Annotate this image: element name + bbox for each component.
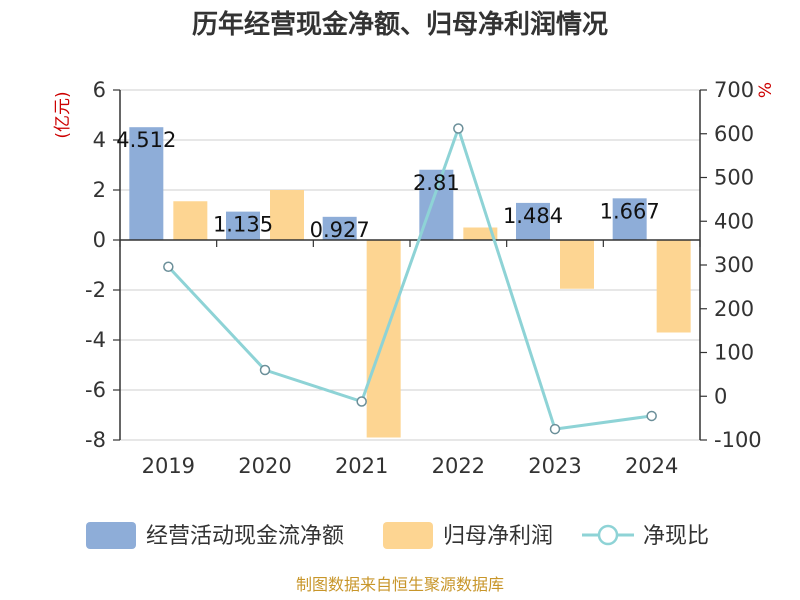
data-labels: 4.512 1.135 0.927 2.81 1.484 1.667 [116, 128, 659, 242]
right-tick-label: 0 [714, 384, 727, 408]
cashflow-data-label: 2.81 [413, 171, 460, 195]
cashflow-data-label: 1.667 [600, 199, 660, 223]
chart-title: 历年经营现金净额、归母净利润情况 [192, 9, 608, 40]
right-tick-label: 600 [714, 122, 754, 146]
cash-ratio-point [549, 423, 561, 435]
left-tick-label: -8 [85, 428, 106, 452]
left-tick-label: 2 [93, 178, 106, 202]
legend-swatch-net-profit [383, 522, 433, 549]
cash-ratio-point [453, 123, 464, 134]
x-tick-label: 2021 [335, 454, 388, 478]
cashflow-data-label: 0.927 [310, 218, 370, 242]
cash-ratio-point [259, 364, 271, 376]
right-tick-label: 200 [714, 297, 754, 321]
legend-label-cashflow: 经营活动现金流净额 [146, 524, 344, 549]
x-tick-label: 2022 [432, 454, 485, 478]
right-tick-label: 500 [714, 166, 754, 190]
right-axis-unit: % [756, 82, 776, 98]
right-tick-label: 300 [714, 253, 754, 277]
right-tick-label: -100 [714, 428, 762, 452]
right-tick-label: 400 [714, 209, 754, 233]
source-note: 制图数据来自恒生聚源数据库 [296, 575, 504, 594]
right-axis-ticks: -100 0 100 200 300 400 500 600 700 [700, 78, 762, 452]
axes-group [119, 90, 701, 440]
legend-swatch-cashflow [86, 522, 136, 549]
line-series-group [163, 123, 657, 435]
cash-ratio-point [163, 261, 174, 272]
cashflow-data-label: 1.135 [213, 213, 273, 237]
gridlines [120, 89, 700, 441]
cashflow-data-label: 1.484 [503, 204, 563, 228]
x-tick-label: 2023 [528, 454, 581, 478]
x-tick-label: 2020 [238, 454, 291, 478]
net-profit-bar [463, 227, 498, 240]
legend: 经营活动现金流净额 归母净利润 净现比 [86, 522, 709, 549]
left-axis-unit: (亿元) [53, 91, 73, 138]
net-profit-bar [656, 240, 691, 333]
cashflow-bar [419, 169, 454, 240]
cashflow-data-label: 4.512 [116, 128, 176, 152]
cash-ratio-line [167, 123, 652, 431]
right-tick-label: 700 [714, 78, 754, 102]
legend-marker-cash-ratio [597, 524, 619, 546]
net-profit-bar [560, 240, 594, 289]
cashflow-bar [129, 127, 164, 240]
cashflow-bar [226, 211, 260, 240]
cashflow-bar [516, 202, 550, 240]
cashflow-bar [612, 198, 647, 240]
left-axis-ticks: -8 -6 -4 -2 0 2 4 6 [85, 78, 120, 452]
left-tick-label: 4 [93, 128, 106, 152]
cashflow-bar [322, 216, 357, 240]
bar-series-group [129, 127, 691, 438]
left-tick-label: -4 [85, 328, 106, 352]
legend-label-cash-ratio: 净现比 [643, 524, 709, 549]
x-axis-ticks: 2019 2020 2021 2022 2023 2024 [142, 454, 679, 478]
left-tick-label: 6 [93, 78, 106, 102]
net-profit-bar [173, 201, 208, 240]
cash-ratio-point [356, 396, 367, 407]
left-tick-label: -2 [85, 278, 106, 302]
left-tick-label: -6 [85, 378, 106, 402]
x-tick-label: 2024 [625, 454, 678, 478]
legend-label-net-profit: 归母净利润 [443, 524, 553, 549]
net-profit-bar [270, 190, 304, 240]
x-tick-label: 2019 [142, 454, 195, 478]
left-tick-label: 0 [93, 228, 106, 252]
right-tick-label: 100 [714, 341, 754, 365]
cash-ratio-point [646, 410, 657, 422]
